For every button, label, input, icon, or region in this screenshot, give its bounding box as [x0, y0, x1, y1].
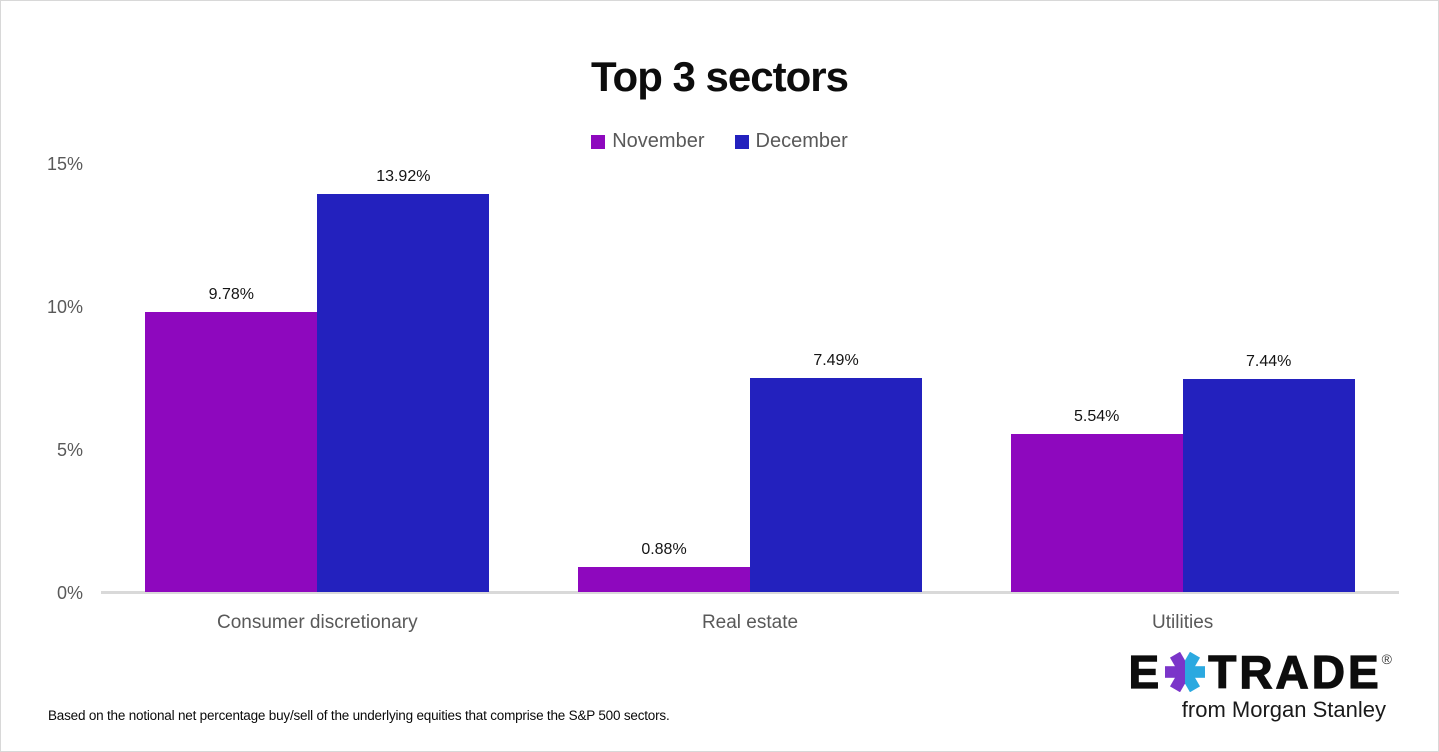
bar-november-3 [1010, 433, 1183, 592]
etrade-wordmark: E TRADE ® [1128, 646, 1392, 698]
bar-value-label: 7.49% [813, 351, 859, 369]
logo-text-e: E [1128, 646, 1163, 698]
x-axis-category-label: Consumer discretionary [217, 612, 418, 633]
y-axis-tick-label: 5% [56, 440, 83, 460]
bar-value-label: 7.44% [1245, 353, 1292, 371]
logo-tagline: from Morgan Stanley [1181, 697, 1386, 722]
x-axis-category-label: Real estate [701, 612, 799, 633]
bar-value-label: 13.92% [376, 167, 431, 185]
bar-december-2 [750, 377, 922, 592]
bar-november-1 [145, 312, 318, 592]
bar-december-3 [1182, 379, 1355, 592]
etrade-logo: E TRADE ® from Morgan S [1128, 646, 1392, 723]
etrade-asterisk-icon [1165, 652, 1206, 692]
y-axis-tick-label: 0% [56, 583, 83, 603]
legend-label: December [755, 130, 848, 152]
legend-item-december: December [734, 130, 848, 153]
chart-title: Top 3 sectors [591, 53, 849, 100]
registered-mark-icon: ® [1381, 651, 1392, 667]
bar-december-1 [317, 193, 490, 592]
x-axis-category-label: Utilities [1152, 612, 1214, 633]
legend-item-november: November [591, 130, 705, 153]
legend-swatch-icon [734, 134, 749, 149]
bar-value-label: 0.88% [641, 540, 687, 558]
bar-value-label: 5.54% [1073, 407, 1120, 425]
y-axis-tick-label: 10% [46, 297, 83, 317]
bar-value-label: 9.78% [208, 286, 255, 304]
x-axis-line [101, 591, 1399, 594]
legend-label: November [612, 130, 705, 152]
logo-text-trade: TRADE [1208, 646, 1382, 698]
legend-swatch-icon [591, 134, 606, 149]
footnote: Based on the notional net percentage buy… [48, 708, 670, 723]
chart-legend: November December [1, 130, 1438, 153]
y-axis-tick-label: 15% [46, 154, 83, 174]
bar-november-2 [578, 566, 750, 592]
